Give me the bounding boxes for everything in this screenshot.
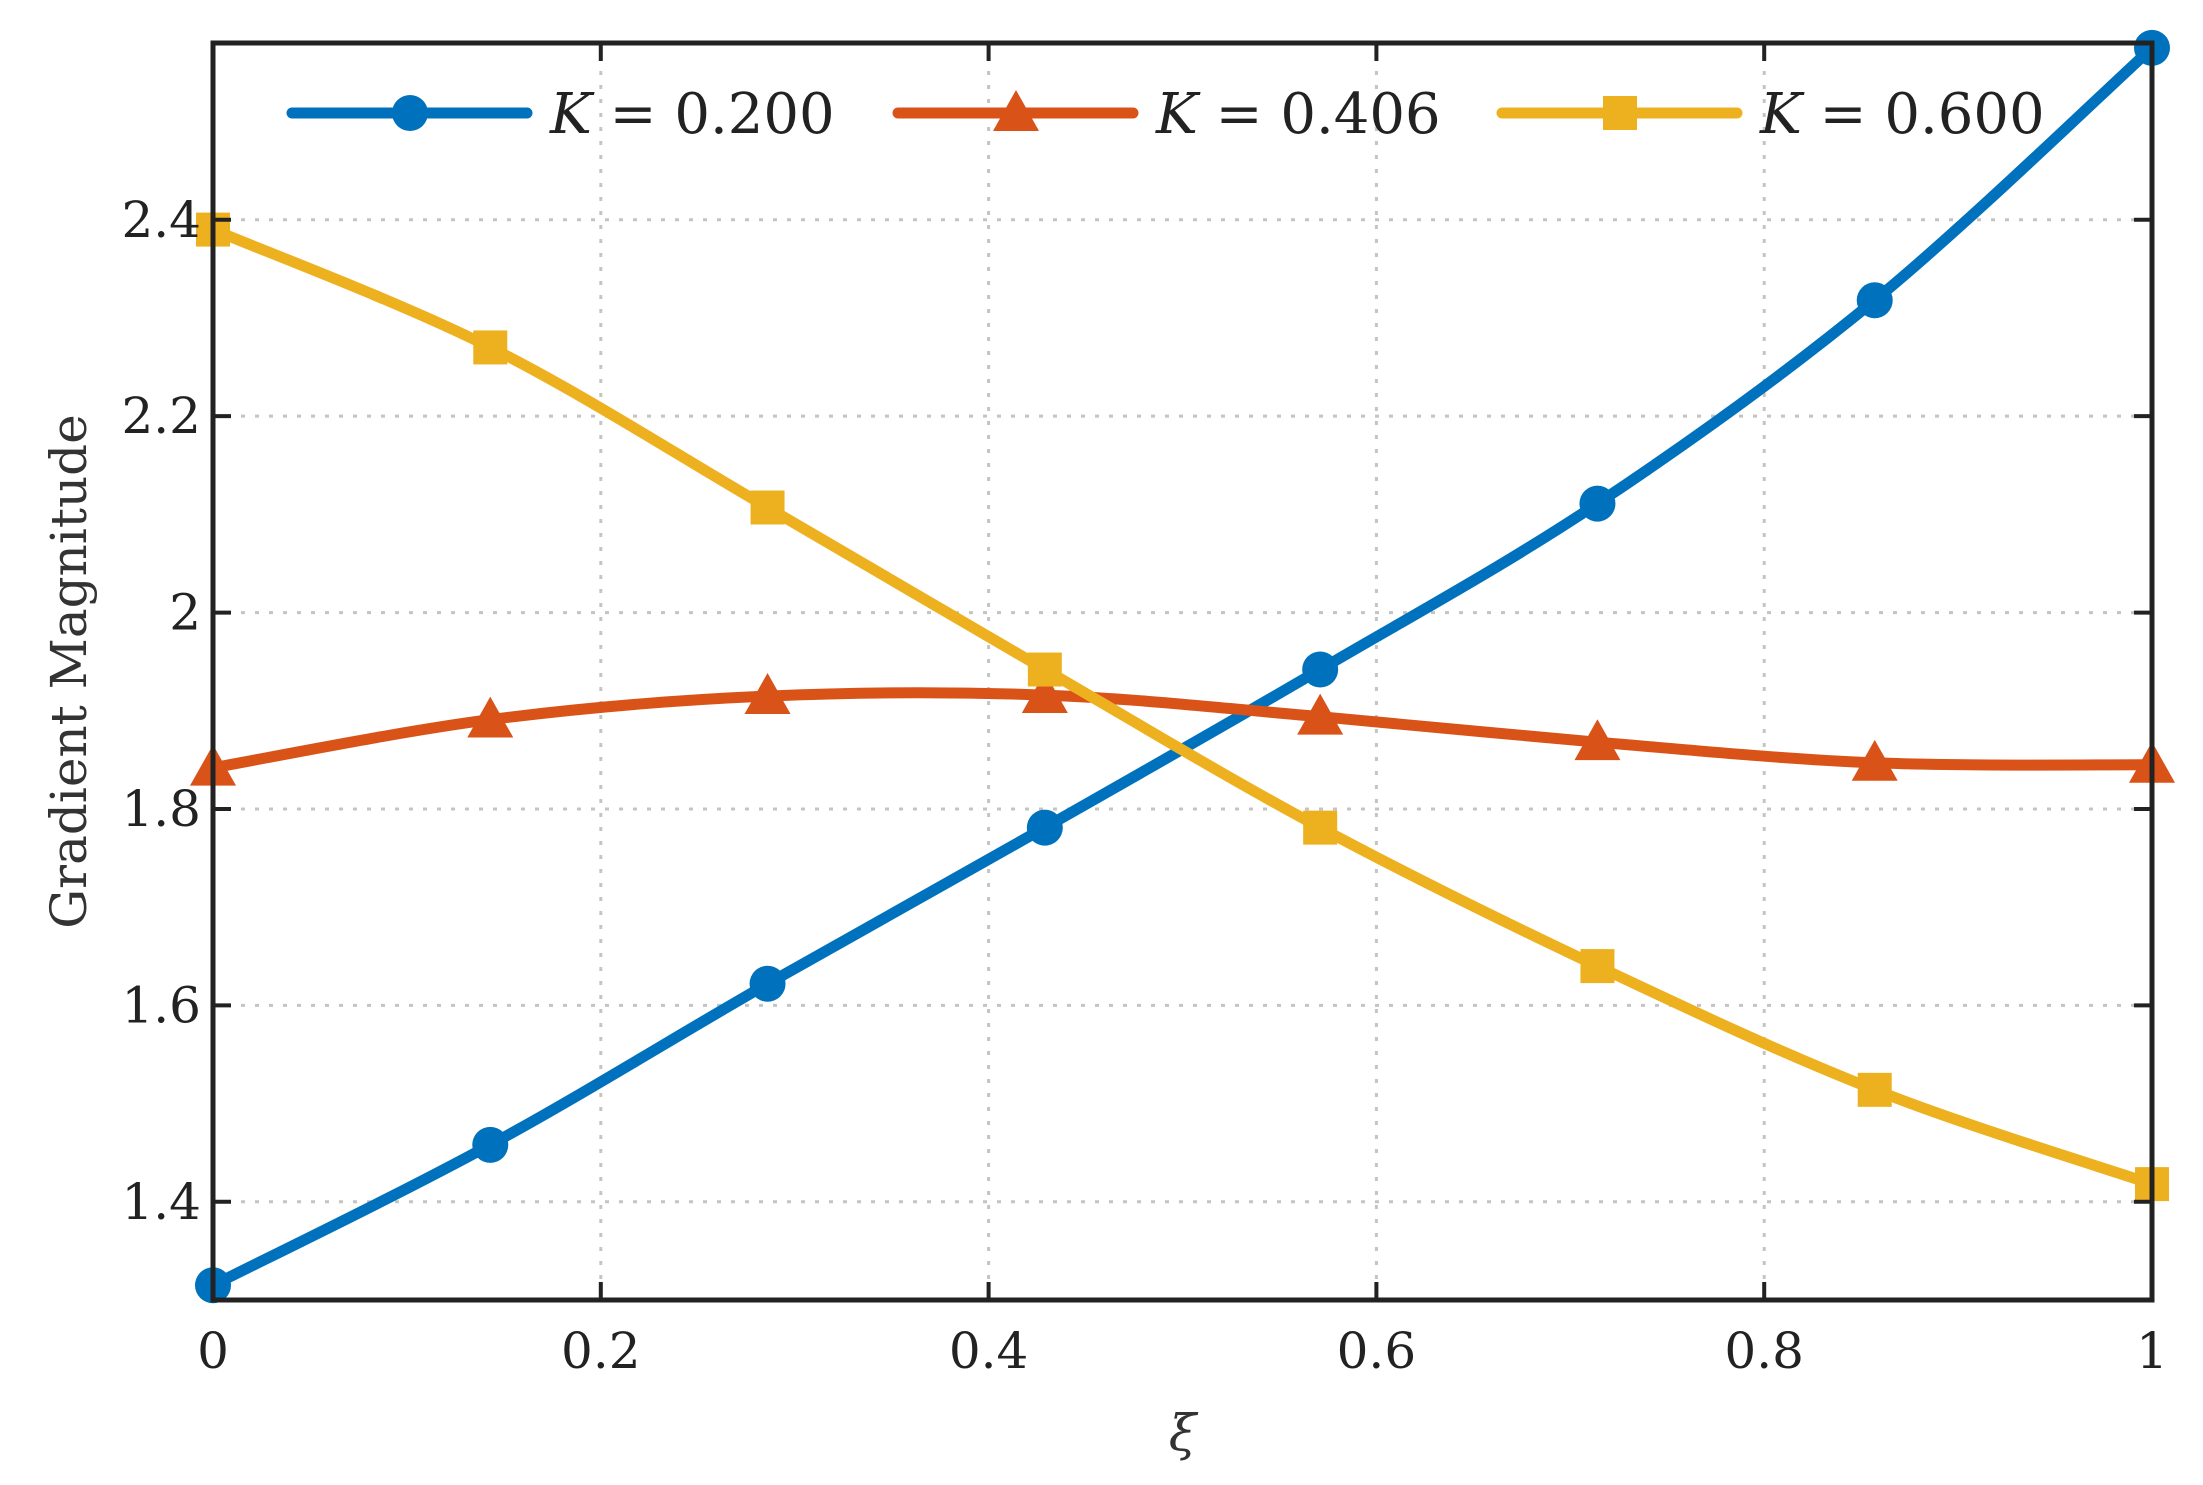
y-tick-label: 1.8 bbox=[121, 780, 201, 838]
data-point-circle bbox=[1579, 485, 1616, 522]
data-point-circle bbox=[1302, 651, 1339, 688]
data-point-square bbox=[473, 330, 508, 365]
legend-marker-triangle bbox=[993, 90, 1039, 131]
y-tick-label: 2.2 bbox=[121, 387, 201, 445]
y-tick-label: 1.6 bbox=[121, 976, 201, 1034]
x-tick-label: 0.6 bbox=[1337, 1322, 1417, 1380]
data-point-triangle bbox=[1851, 739, 1898, 781]
x-tick-label: 1 bbox=[2136, 1322, 2168, 1380]
series-triangle bbox=[190, 672, 2175, 786]
data-point-circle bbox=[749, 965, 786, 1002]
legend-symbol: K bbox=[1155, 82, 1201, 147]
axis-ticks: 0 0.2 0.4 0.6 0.8 1 1.4 1.6 1.8 2 2.2 2.4 bbox=[121, 43, 2168, 1380]
legend-value: = 0.600 bbox=[1802, 82, 2045, 147]
data-point-square bbox=[1027, 652, 1062, 687]
legend: K = 0.200 K = 0.406 K = 0.600 bbox=[286, 82, 2045, 147]
legend-symbol: K bbox=[549, 82, 595, 147]
series-line bbox=[207, 224, 2158, 1190]
x-tick-label: 0.8 bbox=[1724, 1322, 1804, 1380]
legend-marker-square bbox=[1603, 96, 1637, 130]
legend-item: K = 0.200 bbox=[286, 82, 835, 147]
grid-lines bbox=[213, 43, 2152, 1300]
x-tick-label: 0.4 bbox=[949, 1322, 1029, 1380]
data-point-circle bbox=[1856, 282, 1893, 319]
data-point-triangle bbox=[1021, 672, 1068, 714]
legend-value: = 0.200 bbox=[592, 82, 835, 147]
legend-value: = 0.406 bbox=[1198, 82, 1441, 147]
legend-label: K = 0.600 bbox=[1759, 82, 2045, 147]
y-tick-label: 2.4 bbox=[121, 191, 201, 249]
y-axis-label: Gradient Magnitude bbox=[40, 414, 98, 929]
data-point-square bbox=[750, 490, 785, 525]
legend-marker-circle bbox=[392, 95, 428, 131]
x-tick-label: 0 bbox=[197, 1322, 229, 1380]
data-point-square bbox=[1857, 1072, 1892, 1107]
legend-label: K = 0.406 bbox=[1155, 82, 1441, 147]
data-point-circle bbox=[472, 1126, 509, 1163]
data-point-square bbox=[1303, 810, 1338, 845]
y-tick-label: 2 bbox=[169, 584, 201, 642]
data-point-square bbox=[1580, 949, 1615, 984]
legend-symbol: K bbox=[1759, 82, 1805, 147]
legend-item: K = 0.600 bbox=[1496, 82, 2045, 147]
data-point-triangle bbox=[1297, 693, 1344, 735]
y-tick-label: 1.4 bbox=[121, 1173, 201, 1231]
legend-item: K = 0.406 bbox=[892, 82, 1441, 147]
x-axis-label: ξ bbox=[1169, 1404, 1199, 1462]
data-point-circle bbox=[1026, 809, 1063, 846]
data-point-triangle bbox=[467, 696, 514, 738]
x-tick-label: 0.2 bbox=[561, 1322, 641, 1380]
series-line bbox=[207, 687, 2158, 774]
legend-label: K = 0.200 bbox=[549, 82, 835, 147]
data-point-triangle bbox=[744, 673, 791, 714]
plot-frame bbox=[210, 40, 2155, 1303]
data-point-triangle bbox=[1574, 719, 1621, 761]
